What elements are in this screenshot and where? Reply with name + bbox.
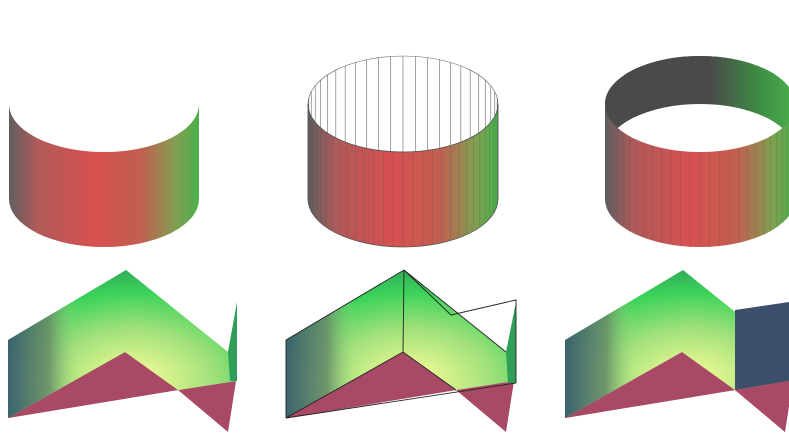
edges [285,269,517,419]
cylinder-view-1 [9,104,199,247]
floor-pink-left [8,352,178,418]
outer-outline [307,103,499,248]
fold-right-sliver [506,302,516,383]
edge-panel-outline [403,269,517,383]
cylinder-view-2 [307,55,499,248]
inner-wall [605,56,789,152]
floor-pink-left [286,352,456,418]
flat-panel [735,302,789,390]
fold-view-2 [285,269,517,432]
outer-facets [605,109,788,247]
floor-pink-right [735,381,789,432]
fold-left-shade [565,270,683,418]
floor-pink-left [565,352,735,418]
fold-view-3 [565,270,789,432]
outer-facets [308,109,498,247]
edge-bottom [285,351,457,419]
outer-wall [605,104,789,247]
fold-view-1 [8,270,237,432]
outer-wall [9,104,199,247]
fold-right-sliver [228,302,237,381]
fold-left-shade [8,270,126,418]
edge-floor [285,382,517,419]
cylinder-view-3 [605,56,789,247]
edge-crease [402,269,405,353]
fold-left-shade [286,270,404,418]
outer-wall [308,104,498,247]
